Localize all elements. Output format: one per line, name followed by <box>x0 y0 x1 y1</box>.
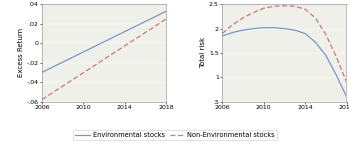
Y-axis label: Excess Return: Excess Return <box>18 28 24 77</box>
Legend: Environmental stocks, Non-Environmental stocks: Environmental stocks, Non-Environmental … <box>73 129 277 140</box>
Y-axis label: Total risk: Total risk <box>200 37 206 68</box>
